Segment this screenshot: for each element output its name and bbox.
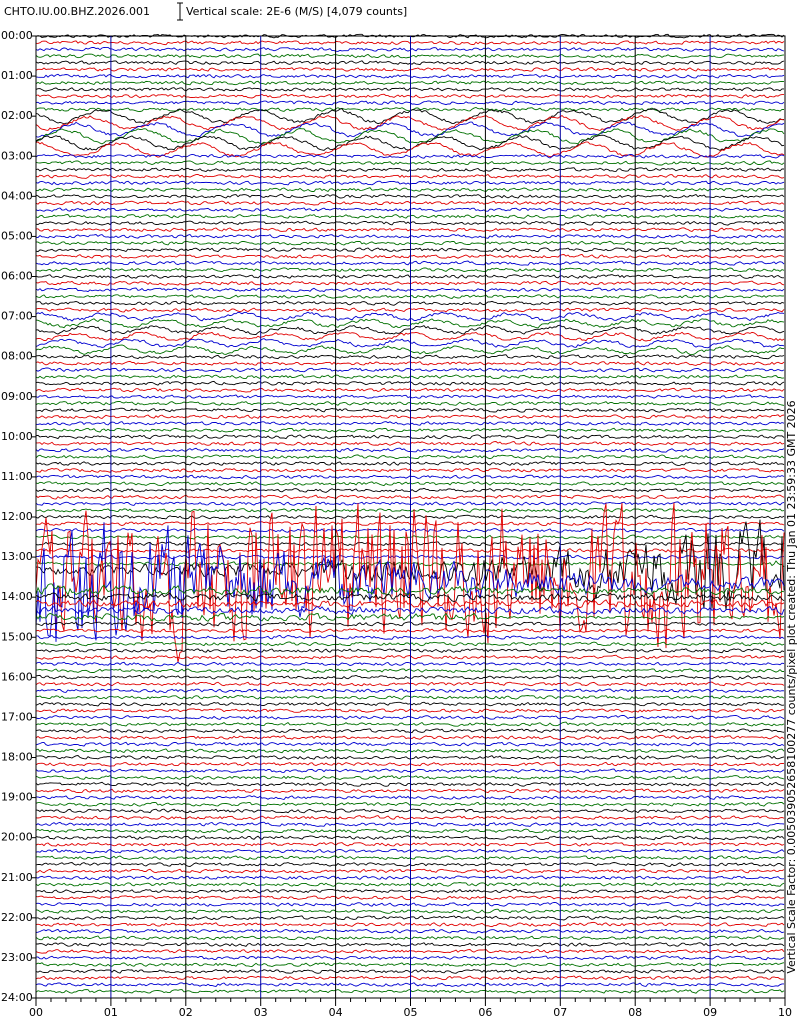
y-tick-label: 04:00 [1,189,33,202]
y-tick-label: 08:00 [1,350,33,363]
y-tick-label: 21:00 [1,871,33,884]
y-tick-label: 10:00 [1,430,33,443]
x-tick-label: 06 [478,1006,492,1019]
y-tick-label: 03:00 [1,149,33,162]
x-tick-label: 02 [179,1006,193,1019]
y-tick-label: 23:00 [1,951,33,964]
y-tick-label: 05:00 [1,229,33,242]
y-tick-label: 01:00 [1,69,33,82]
y-tick-label: 09:00 [1,390,33,403]
x-tick-label: 09 [703,1006,717,1019]
scale-bar [177,2,183,21]
y-tick-label: 02:00 [1,109,33,122]
station-title: CHTO.IU.00.BHZ.2026.001 [4,5,150,18]
x-tick-label: 04 [329,1006,343,1019]
y-tick-label: 12:00 [1,510,33,523]
y-tick-label: 16:00 [1,670,33,683]
y-tick-label: 13:00 [1,550,33,563]
y-tick-label: 14:00 [1,590,33,603]
y-tick-label: 18:00 [1,751,33,764]
y-tick-label: 19:00 [1,791,33,804]
x-tick-label: 07 [553,1006,567,1019]
y-tick-label: 06:00 [1,270,33,283]
y-tick-label: 15:00 [1,630,33,643]
y-tick-label: 17:00 [1,710,33,723]
x-tick-label: 08 [628,1006,642,1019]
x-tick-label: 10 [778,1006,792,1019]
y-tick-label: 11:00 [1,470,33,483]
y-tick-label: 24:00 [1,991,33,1004]
side-label: Vertical Scale Factor: 0.005039052658100… [785,400,798,973]
x-tick-label: 00 [29,1006,43,1019]
x-tick-label: 03 [254,1006,268,1019]
y-tick-label: 22:00 [1,911,33,924]
y-tick-label: 20:00 [1,831,33,844]
x-tick-label: 01 [104,1006,118,1019]
x-tick-label: 05 [404,1006,418,1019]
y-tick-label: 00:00 [1,29,33,42]
y-tick-label: 07:00 [1,310,33,323]
scale-label: Vertical scale: 2E-6 (M/S) [4,079 counts… [186,5,407,18]
